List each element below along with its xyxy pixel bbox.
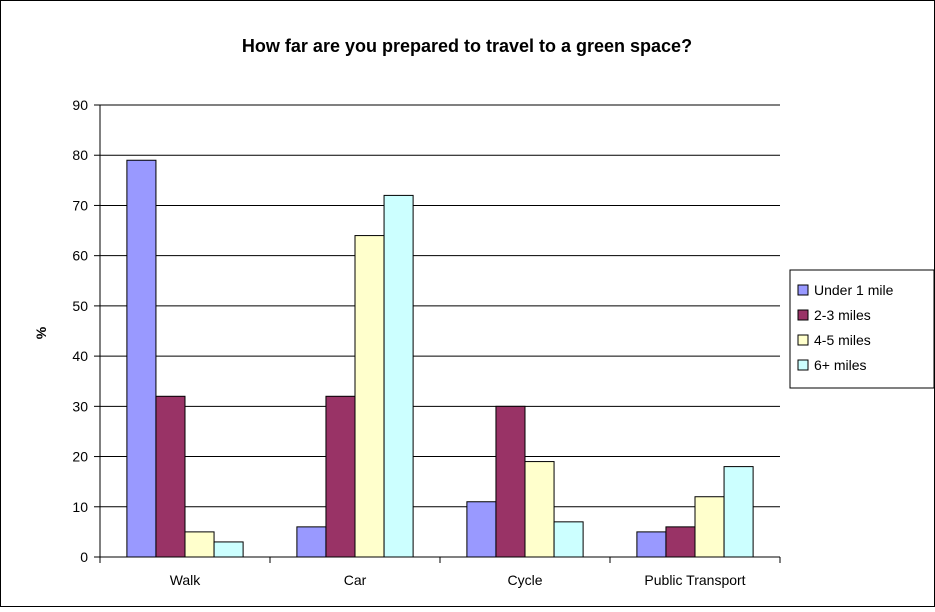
legend: Under 1 mile 2-3 miles 4-5 miles 6+ miles [789,269,935,389]
bar-2-3-miles-public-transport [665,526,696,558]
legend-swatch [797,359,809,371]
bar-6-miles-cycle [553,521,584,558]
y-axis-label: % [33,326,49,339]
legend-label: Under 1 mile [814,282,894,298]
bar-2-3-miles-cycle [495,405,526,558]
legend-swatch [797,309,809,321]
bar-2-3-miles-car [325,395,356,558]
y-tick-label: 70 [72,197,88,213]
y-tick-label: 50 [72,298,88,314]
gridlines [100,104,780,508]
legend-label: 2-3 miles [814,307,871,323]
legend-swatch [797,284,809,296]
bar-6-miles-walk [213,541,244,558]
legend-label: 6+ miles [814,357,867,373]
x-tick-label: Walk [170,572,202,588]
legend-swatch [797,334,809,346]
bar-2-3-miles-walk [155,395,186,558]
bars-group [126,159,754,558]
bar-6-miles-public-transport [723,466,754,558]
legend-box [789,269,935,389]
bar-6-miles-car [383,194,414,558]
y-tick-label: 0 [80,549,88,565]
y-tick-label: 20 [72,449,88,465]
y-tick-label: 30 [72,398,88,414]
axes: 0 10 20 30 40 50 60 70 80 90 Walk Car Cycle Public Tr… [72,97,781,588]
bar-under-1-mile-car [296,526,327,558]
bar-4-5-miles-walk [184,531,215,558]
x-tick-label: Cycle [507,572,542,588]
bar-under-1-mile-walk [126,159,157,558]
y-tick-label: 40 [72,348,88,364]
y-tick-label: 10 [72,499,88,515]
x-tick-label: Public Transport [644,572,745,588]
bar-under-1-mile-cycle [466,501,497,558]
legend-label: 4-5 miles [814,332,871,348]
bar-4-5-miles-car [354,235,385,558]
bar-4-5-miles-public-transport [694,496,725,558]
y-tick-label: 90 [72,97,88,113]
bar-4-5-miles-cycle [524,461,555,558]
plot-area [100,105,780,557]
x-tick-label: Car [344,572,367,588]
bar-under-1-mile-public-transport [636,531,667,558]
y-tick-label: 80 [72,147,88,163]
chart-title: How far are you prepared to travel to a … [242,36,692,56]
y-tick-label: 60 [72,248,88,264]
